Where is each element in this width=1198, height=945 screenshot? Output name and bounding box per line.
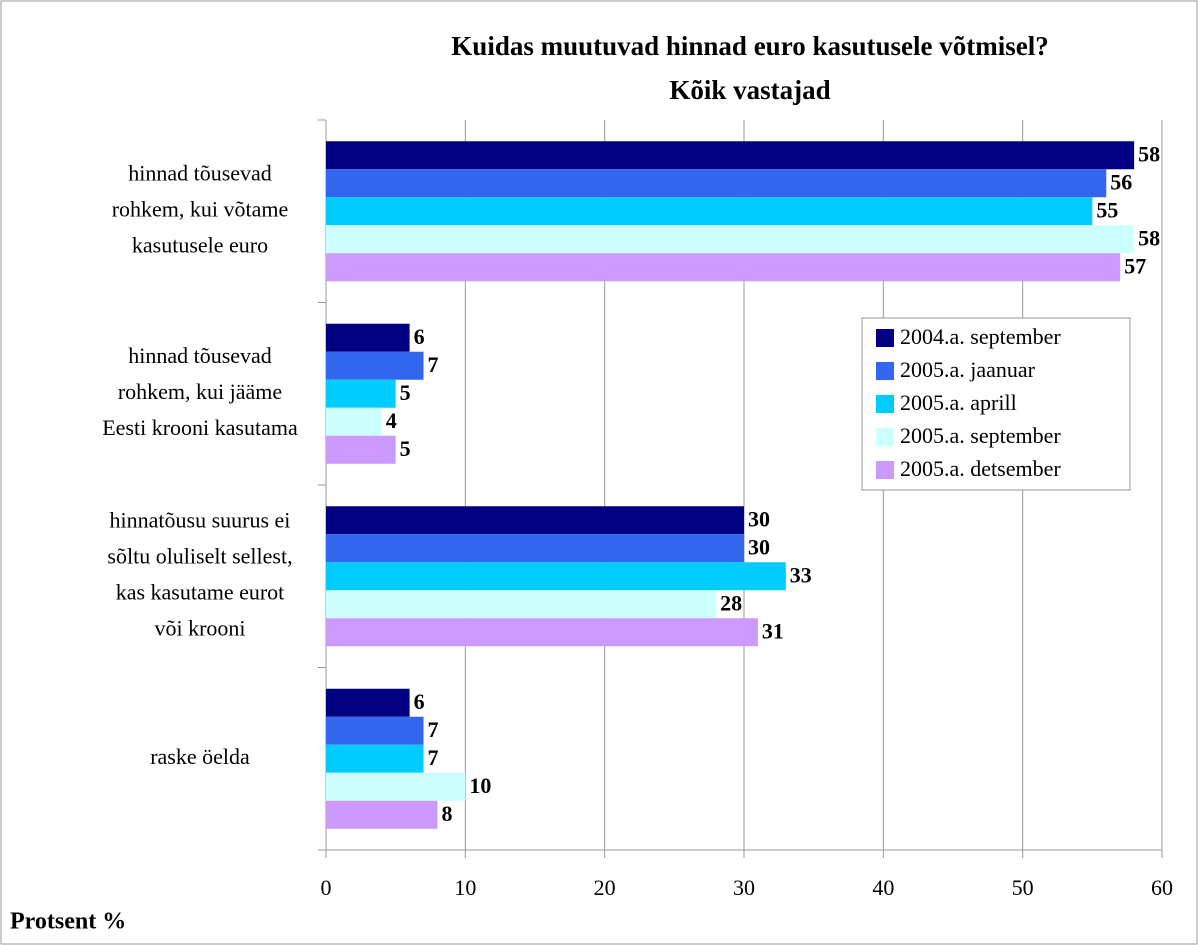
bar — [326, 618, 758, 647]
y-tick-label: sõltu oluliselt sellest, — [107, 543, 292, 568]
y-tick-label: kas kasutame eurot — [116, 579, 285, 604]
bar — [326, 435, 396, 464]
y-tick-label: hinnad tõusevad — [128, 160, 272, 185]
y-tick-label: rohkem, kui võtame — [112, 196, 289, 221]
x-tick-label: 10 — [454, 875, 476, 900]
value-label: 33 — [790, 562, 812, 587]
value-label: 7 — [428, 352, 439, 377]
y-tick-label: kasutusele euro — [132, 232, 268, 257]
x-tick-label: 0 — [321, 875, 332, 900]
x-tick-label: 40 — [872, 875, 894, 900]
value-label: 4 — [386, 408, 397, 433]
legend-swatch — [876, 362, 894, 380]
bar — [326, 534, 744, 563]
bar — [326, 253, 1121, 282]
value-label: 57 — [1124, 253, 1146, 278]
bar — [326, 716, 424, 745]
bar — [326, 323, 410, 352]
bar — [326, 744, 424, 773]
value-label: 8 — [441, 801, 452, 826]
y-tick-label: rohkem, kui jääme — [118, 379, 282, 404]
legend-label: 2005.a. september — [900, 423, 1061, 448]
value-label: 10 — [469, 773, 491, 798]
legend-swatch — [876, 329, 894, 347]
bar — [326, 197, 1093, 226]
bar — [326, 590, 717, 619]
legend-swatch — [876, 461, 894, 479]
x-tick-label: 20 — [594, 875, 616, 900]
value-label: 7 — [428, 745, 439, 770]
bar — [326, 141, 1135, 170]
value-label: 28 — [720, 590, 742, 615]
bar — [326, 169, 1107, 198]
y-tick-label: Eesti krooni kasutama — [102, 415, 298, 440]
legend-box — [861, 317, 1131, 491]
x-axis-label: Protsent % — [10, 909, 126, 935]
value-label: 55 — [1096, 197, 1118, 222]
value-label: 5 — [400, 380, 411, 405]
bar — [326, 506, 744, 535]
x-tick-label: 30 — [733, 875, 755, 900]
value-label: 5 — [400, 436, 411, 461]
chart-subtitle: Kõik vastajad — [669, 75, 830, 105]
bar — [326, 772, 466, 801]
value-label: 30 — [748, 506, 770, 531]
bar — [326, 800, 438, 829]
value-label: 58 — [1138, 225, 1160, 250]
value-label: 6 — [414, 324, 425, 349]
bar — [326, 351, 424, 380]
y-tick-label: või krooni — [154, 615, 245, 640]
legend-label: 2005.a. detsember — [900, 456, 1061, 481]
bar — [326, 379, 396, 408]
y-tick-label: hinnatõusu suurus ei — [110, 507, 291, 532]
bar — [326, 562, 786, 591]
value-label: 30 — [748, 534, 770, 559]
x-tick-label: 50 — [1012, 875, 1034, 900]
value-label: 58 — [1138, 141, 1160, 166]
value-label: 56 — [1110, 169, 1132, 194]
value-label: 6 — [414, 689, 425, 714]
legend-label: 2005.a. aprill — [900, 390, 1017, 415]
legend-label: 2004.a. september — [900, 324, 1061, 349]
value-label: 7 — [428, 717, 439, 742]
bar — [326, 688, 410, 717]
value-label: 31 — [762, 618, 784, 643]
legend-label: 2005.a. jaanuar — [900, 357, 1036, 382]
bar — [326, 407, 382, 436]
chart-title: Kuidas muutuvad hinnad euro kasutusele v… — [451, 31, 1048, 61]
bar — [326, 225, 1135, 254]
legend-swatch — [876, 395, 894, 413]
y-tick-label: raske öelda — [150, 744, 250, 769]
x-tick-label: 60 — [1151, 875, 1173, 900]
legend-swatch — [876, 428, 894, 446]
y-tick-label: hinnad tõusevad — [128, 343, 272, 368]
